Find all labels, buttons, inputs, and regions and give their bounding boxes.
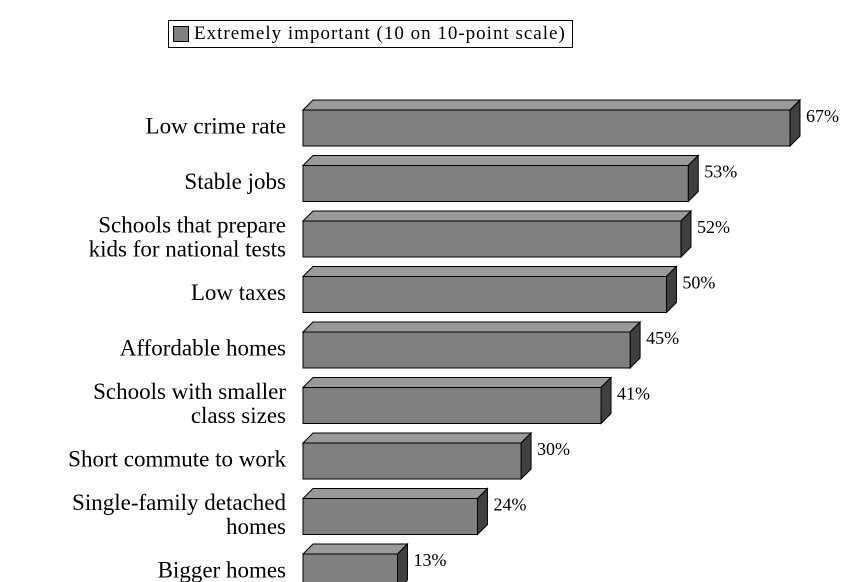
legend-swatch: [173, 26, 189, 42]
bar: [302, 498, 478, 535]
category-label: Low crime rate: [146, 113, 286, 138]
data-label: 41%: [617, 384, 650, 404]
data-label: 45%: [646, 328, 679, 348]
bar-top: [301, 432, 533, 444]
bar: [302, 220, 682, 258]
bar: [302, 553, 398, 582]
bar-top: [301, 488, 489, 499]
category-label: Affordable homes: [120, 335, 286, 360]
category-label: Bigger homes: [158, 557, 286, 582]
bar: [302, 276, 667, 313]
bar-top: [301, 266, 678, 277]
category-label: Single-family detached: [72, 490, 286, 515]
bar-top: [301, 377, 613, 388]
category-label: Stable jobs: [184, 169, 286, 194]
data-label: 52%: [697, 217, 730, 237]
data-label: 53%: [704, 162, 737, 182]
data-label: 30%: [537, 439, 570, 459]
bar: [302, 109, 791, 147]
category-label: Schools with smaller: [93, 379, 286, 404]
category-label: Low taxes: [191, 280, 286, 305]
category-label: kids for national tests: [89, 236, 286, 261]
bar: [302, 442, 522, 480]
bar-top: [301, 543, 409, 555]
data-label: 13%: [413, 550, 446, 570]
chart-legend: Extremely important (10 on 10-point scal…: [168, 20, 573, 48]
category-label: class sizes: [191, 403, 286, 428]
bar-top: [301, 99, 802, 111]
data-label: 67%: [806, 106, 839, 126]
legend-label: Extremely important (10 on 10-point scal…: [194, 23, 566, 44]
bar: [302, 331, 631, 369]
category-label: Schools that prepare: [98, 212, 286, 237]
category-label: homes: [226, 514, 286, 539]
bar-top: [301, 210, 693, 222]
category-label: Short commute to work: [68, 446, 286, 471]
data-label: 24%: [493, 495, 526, 515]
bar: [302, 165, 689, 202]
bar: [302, 387, 602, 424]
bar-top: [301, 321, 642, 333]
data-label: 50%: [682, 273, 715, 293]
bar-top: [301, 155, 700, 166]
